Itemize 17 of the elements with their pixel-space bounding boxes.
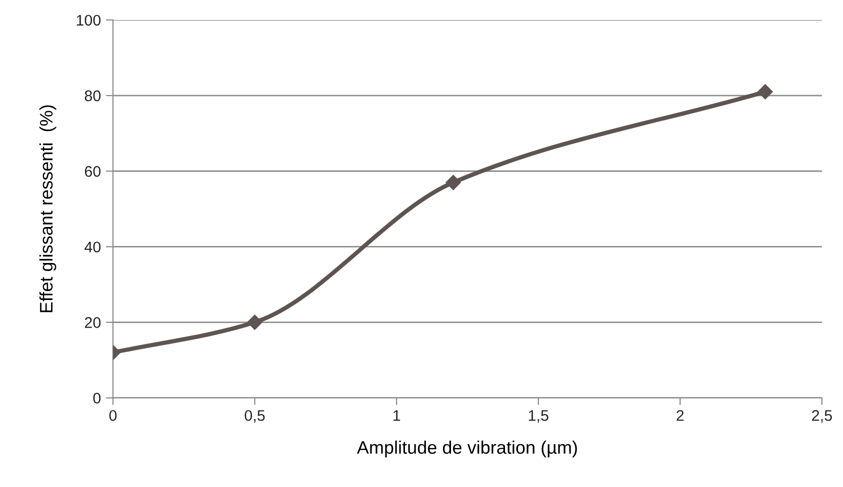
x-tick-label: 1 (393, 410, 400, 421)
x-tick-label: 2,5 (812, 410, 832, 423)
y-tick-label: 100 (76, 14, 101, 26)
x-tick-label: 1,5 (528, 410, 548, 423)
y-axis-title: Effet glissant ressenti (%) (39, 105, 56, 312)
point (758, 84, 773, 100)
point (446, 174, 461, 190)
y-tick-label: 60 (84, 166, 101, 177)
y-tick-label: 0 (93, 392, 101, 404)
y-tick-label: 80 (84, 90, 101, 102)
x-tick-label: 2 (676, 410, 684, 421)
point (247, 314, 262, 330)
y-tick-label: 20 (84, 317, 101, 328)
x-tick-label: 0,5 (244, 410, 265, 423)
x-tick-label: 0 (109, 410, 117, 421)
y-tick-label: 40 (84, 242, 101, 252)
x-axis-title: Amplitude de vibration (µm) (356, 440, 577, 458)
